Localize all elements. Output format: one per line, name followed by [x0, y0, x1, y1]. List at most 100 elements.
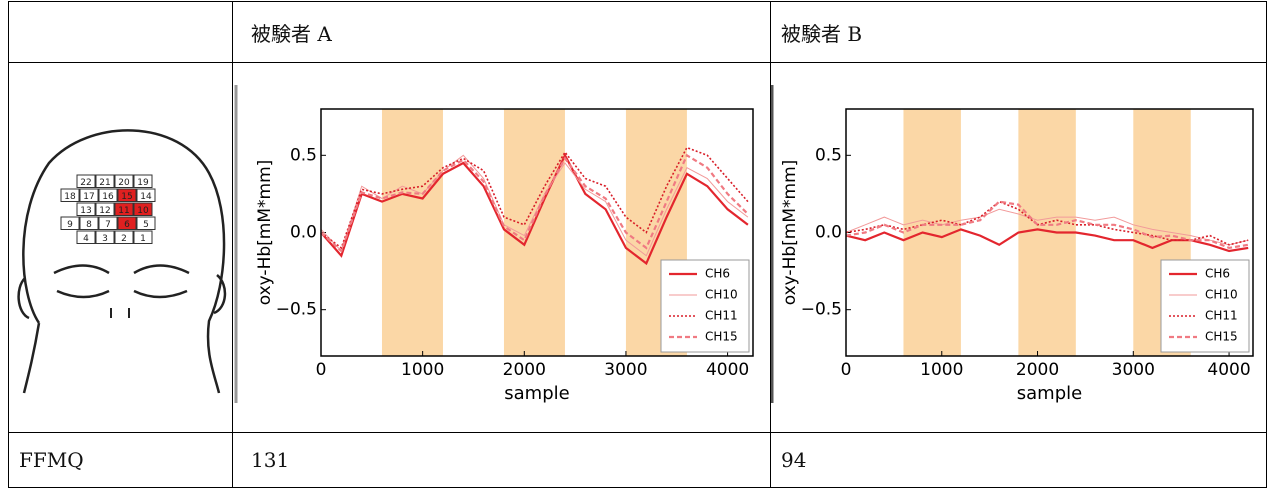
channel-box	[117, 216, 137, 230]
channel-label: 8	[86, 220, 92, 230]
x-tick-label: 1000	[920, 360, 963, 380]
channel-label: 5	[143, 220, 149, 230]
series-line	[320, 154, 749, 257]
legend-label: CH15	[705, 330, 738, 344]
x-tick-label: 1000	[401, 360, 444, 380]
channel-label: 18	[64, 192, 76, 202]
channel-label: 20	[118, 178, 130, 188]
series-line	[845, 200, 1249, 250]
channel-box	[76, 230, 96, 244]
x-tick-label: 4000	[1207, 360, 1250, 380]
cell: 被験者 A	[232, 1, 771, 63]
channel-box	[79, 188, 99, 202]
series-line	[845, 200, 1249, 246]
cell: 0.5 0.0 −0.5 0 1000 2000 3000 4000 CH6 CH10 CH11 CH…	[232, 62, 771, 433]
series-line	[845, 208, 1249, 246]
channel-label: 17	[83, 192, 94, 202]
channel-label: 10	[137, 206, 149, 216]
channel-box	[98, 188, 118, 202]
score-a: 131	[251, 448, 290, 472]
channel-box	[95, 174, 115, 188]
channel-label: 22	[80, 178, 91, 188]
channel-label: 7	[105, 220, 111, 230]
channel-box	[133, 174, 153, 188]
channel-label: 16	[102, 192, 114, 202]
legend-label: CH6	[705, 267, 730, 281]
channel-label: 12	[99, 206, 110, 216]
channel-box	[60, 188, 80, 202]
channel-box	[95, 230, 115, 244]
y-axis-label: oxy-Hb[mM*mm]	[780, 160, 800, 306]
y-tick-label: 0.0	[290, 223, 317, 243]
channel-label: 11	[118, 206, 129, 216]
head-outline	[17, 129, 227, 394]
chart: 0.5 0.0 −0.5 0 1000 2000 3000 4000 CH6 CH10 CH11 CH…	[234, 85, 754, 404]
cell	[8, 1, 233, 63]
x-axis-label: sample	[1017, 383, 1082, 404]
y-tick-label: 0.0	[815, 223, 842, 243]
legend-label: CH10	[705, 288, 738, 302]
channel-label: 1	[140, 234, 146, 244]
channel-box	[114, 202, 134, 216]
x-tick-label: 0	[316, 360, 327, 380]
y-tick-label: 0.5	[815, 145, 842, 165]
channel-box	[95, 202, 115, 216]
channel-box	[98, 216, 118, 230]
cell: 被験者 B	[770, 1, 1267, 63]
x-tick-label: 2000	[503, 360, 546, 380]
plot-frame	[845, 108, 1254, 357]
x-tick-label: 3000	[1112, 360, 1155, 380]
series-line	[320, 152, 749, 266]
cell: 0.5 0.0 −0.5 0 1000 2000 3000 4000 CH6 CH10 CH11 CH…	[770, 62, 1267, 433]
eyes	[53, 264, 190, 299]
series-line	[320, 146, 749, 250]
channel-label: 9	[67, 220, 73, 230]
channel-label: 4	[83, 234, 89, 244]
y-axis-label: oxy-Hb[mM*mm]	[255, 160, 275, 306]
channel-box	[76, 202, 96, 216]
y-tick-label: −0.5	[276, 300, 317, 320]
channel-box	[114, 230, 134, 244]
channel-box	[79, 216, 99, 230]
channel-box	[136, 188, 156, 202]
y-tick-label: −0.5	[801, 300, 842, 320]
header-a: 被験者 A	[251, 22, 332, 46]
legend-label: CH11	[1205, 309, 1238, 323]
x-axis-label: sample	[504, 383, 569, 404]
y-tick-label: 0.5	[290, 145, 317, 165]
cell: FFMQ	[8, 432, 233, 488]
channel-label: 2	[121, 234, 127, 244]
plot-frame	[320, 108, 754, 357]
x-tick-label: 2000	[1016, 360, 1059, 380]
channel-label: 6	[124, 220, 130, 230]
cell: 94	[770, 432, 1267, 488]
channel-label: 14	[140, 192, 152, 202]
score-b: 94	[781, 448, 807, 472]
x-tick-label: 3000	[604, 360, 647, 380]
x-tick-label: 0	[841, 360, 852, 380]
legend-box	[660, 259, 750, 353]
legend-label: CH15	[1205, 330, 1238, 344]
channel-label: 21	[99, 178, 110, 188]
channel-box	[133, 230, 153, 244]
series-line	[320, 153, 749, 253]
legend-label: CH11	[705, 309, 738, 323]
channel-label: 3	[102, 234, 108, 244]
channel-box	[76, 174, 96, 188]
row-label: FFMQ	[19, 448, 84, 472]
channel-box	[136, 216, 156, 230]
channel-box	[114, 174, 134, 188]
cell: 22 21 20 19 18 17 16 15 14 13 12 11 10 9 8 7 6 5 4 3 2 1	[8, 62, 233, 433]
channel-box	[117, 188, 137, 202]
shaded-region	[381, 109, 443, 356]
legend-box	[1160, 259, 1250, 353]
channel-label: 19	[137, 178, 149, 188]
x-tick-label: 4000	[706, 360, 749, 380]
cell: 131	[232, 432, 771, 488]
legend-label: CH10	[1205, 288, 1238, 302]
legend-label: CH6	[1205, 267, 1230, 281]
channel-box	[133, 202, 153, 216]
channel-label: 13	[80, 206, 91, 216]
